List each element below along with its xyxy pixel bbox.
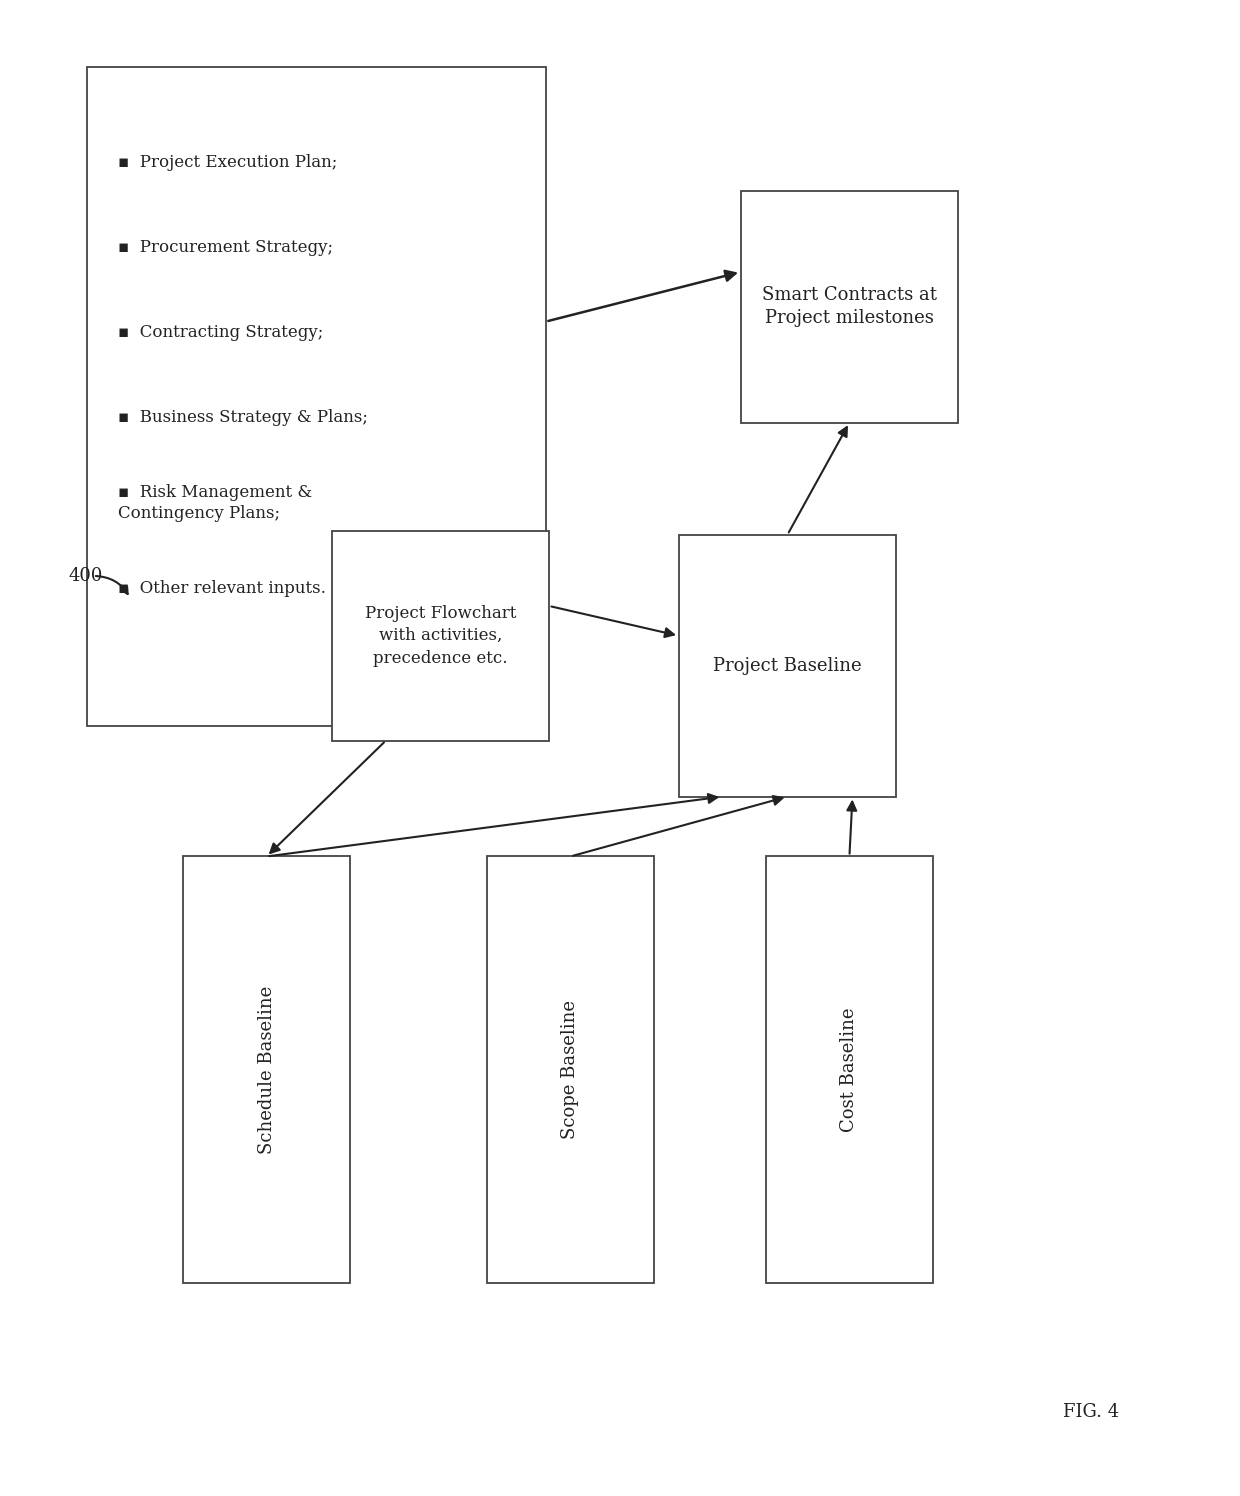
Text: Scope Baseline: Scope Baseline [562,1001,579,1138]
Bar [766,856,934,1284]
Bar [184,856,350,1284]
Bar [486,856,655,1284]
Bar [331,531,548,741]
Text: Cost Baseline: Cost Baseline [841,1007,858,1132]
Text: ▪  Contracting Strategy;: ▪ Contracting Strategy; [118,325,324,341]
Bar [87,67,546,726]
Text: ▪  Procurement Strategy;: ▪ Procurement Strategy; [118,239,332,256]
Bar [742,190,957,422]
Text: Smart Contracts at
Project milestones: Smart Contracts at Project milestones [761,286,937,328]
Text: Project Baseline: Project Baseline [713,657,862,675]
Text: 400: 400 [68,567,103,585]
Text: FIG. 4: FIG. 4 [1063,1403,1120,1421]
Text: Schedule Baseline: Schedule Baseline [258,986,275,1153]
Text: ▪  Project Execution Plan;: ▪ Project Execution Plan; [118,154,337,171]
Text: ▪  Risk Management &
Contingency Plans;: ▪ Risk Management & Contingency Plans; [118,483,312,522]
Text: Project Flowchart
with activities,
precedence etc.: Project Flowchart with activities, prece… [365,604,516,667]
Text: ▪  Business Strategy & Plans;: ▪ Business Strategy & Plans; [118,410,368,426]
Bar [680,536,895,796]
Text: ▪  Other relevant inputs.: ▪ Other relevant inputs. [118,579,326,597]
